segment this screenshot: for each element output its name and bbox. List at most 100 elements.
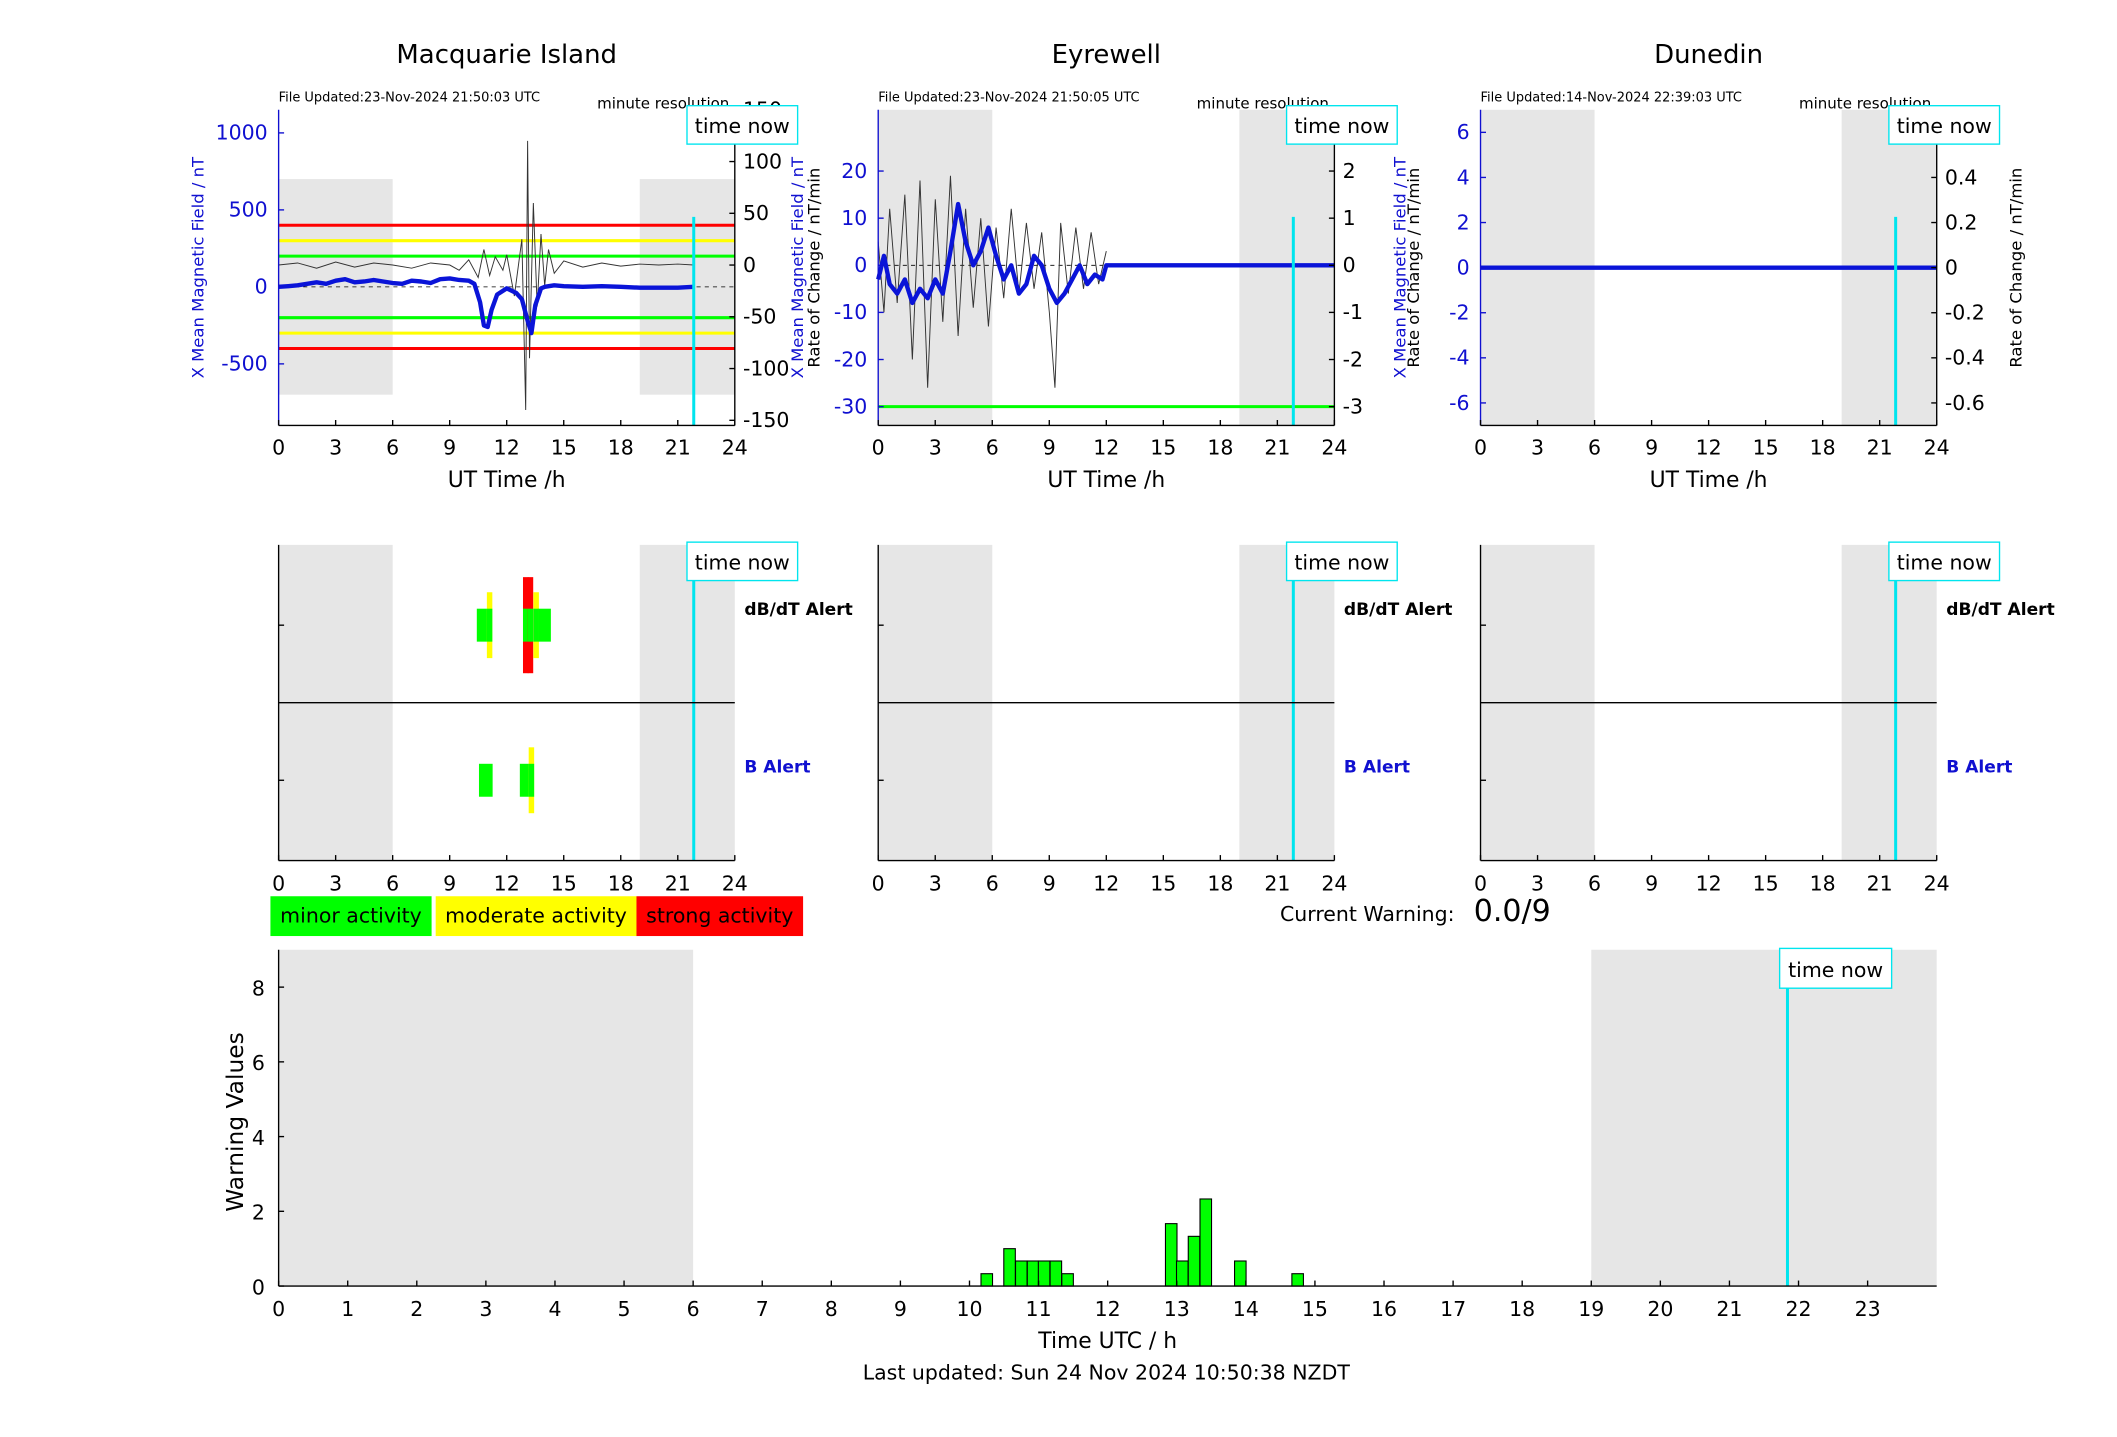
- alert-x-tick-label: 24: [722, 872, 748, 896]
- file-updated-label: File Updated:14-Nov-2024 22:39:03 UTC: [1481, 91, 1742, 106]
- warning-x-tick-label: 2: [410, 1297, 423, 1321]
- warning-x-tick-label: 15: [1302, 1297, 1328, 1321]
- x-tick-label: 0: [272, 435, 285, 459]
- y2-tick-label: -100: [743, 356, 789, 380]
- alert-x-tick-label: 3: [929, 872, 942, 896]
- warning-bar: [1199, 1198, 1213, 1287]
- y2-tick-label: -3: [1343, 394, 1363, 418]
- warning-x-tick-label: 9: [894, 1297, 907, 1321]
- y-tick-label: -20: [834, 347, 867, 371]
- x-axis-label: UT Time /h: [1650, 468, 1768, 493]
- y-axis-label: X Mean Magnetic Field / nT: [189, 156, 208, 378]
- y-tick-label: 20: [841, 159, 867, 183]
- alert-x-tick-label: 9: [1645, 872, 1658, 896]
- alert-x-tick-label: 12: [1696, 872, 1722, 896]
- y2-axis-label: Rate of Change / nT/min: [1404, 168, 1423, 368]
- warning-x-tick-label: 6: [687, 1297, 700, 1321]
- warning-x-tick-label: 12: [1095, 1297, 1121, 1321]
- warning-bar: [1049, 1260, 1063, 1287]
- dbdt-alert-core: [533, 608, 539, 642]
- time-now-box: [1285, 104, 1398, 145]
- warning-x-tick-label: 21: [1716, 1297, 1742, 1321]
- x-tick-label: 15: [551, 435, 577, 459]
- time-now-text: time now: [1294, 114, 1389, 138]
- x-tick-label: 0: [872, 435, 885, 459]
- y-tick-label: -10: [834, 300, 867, 324]
- alert-x-tick-label: 18: [1207, 872, 1233, 896]
- dbdt-alert-core: [522, 608, 529, 642]
- warning-x-axis-label: Time UTC / h: [1037, 1329, 1177, 1354]
- warning-x-tick-label: 10: [956, 1297, 982, 1321]
- x-tick-label: 15: [1150, 435, 1176, 459]
- alert-x-tick-label: 12: [494, 872, 520, 896]
- dbdt-alert-label: dB/dT Alert: [1344, 600, 1452, 620]
- file-updated-label: File Updated:23-Nov-2024 21:50:03 UTC: [279, 91, 540, 106]
- x-tick-label: 9: [1043, 435, 1056, 459]
- alert-time-now-box: [686, 541, 799, 582]
- panel-title: Macquarie Island: [396, 40, 617, 70]
- warning-night-shade: [1591, 949, 1937, 1287]
- panel-title: Eyrewell: [1052, 40, 1161, 70]
- b-alert-core: [528, 763, 535, 797]
- warning-bar: [1233, 1260, 1247, 1287]
- warning-x-tick-label: 18: [1509, 1297, 1535, 1321]
- night-shade: [878, 109, 993, 426]
- alert-x-tick-label: 6: [986, 872, 999, 896]
- b-alert-label: B Alert: [744, 758, 810, 778]
- y2-tick-label: 0: [743, 253, 756, 277]
- alert-x-tick-label: 24: [1321, 872, 1347, 896]
- y2-tick-label: -2: [1343, 347, 1363, 371]
- warning-x-tick-label: 7: [756, 1297, 769, 1321]
- warning-x-tick-label: 8: [825, 1297, 838, 1321]
- warning-bar: [1164, 1223, 1178, 1287]
- b-alert-label: B Alert: [1946, 758, 2012, 778]
- rate-of-change-series: [278, 140, 694, 410]
- warning-y-axis-label: Warning Values: [222, 1032, 249, 1212]
- x-tick-label: 9: [1645, 435, 1658, 459]
- x-tick-label: 18: [1810, 435, 1836, 459]
- magnetic-field-series: [876, 201, 1335, 306]
- alert-x-tick-label: 18: [608, 872, 634, 896]
- time-now-text: time now: [1897, 114, 1992, 138]
- y-tick-label: -500: [221, 352, 267, 376]
- warning-bar: [980, 1273, 994, 1287]
- x-tick-label: 6: [386, 435, 399, 459]
- y2-tick-label: 0: [1343, 253, 1356, 277]
- panel-title: Dunedin: [1654, 40, 1763, 70]
- warning-x-tick-label: 19: [1578, 1297, 1604, 1321]
- time-now-box: [1888, 104, 2001, 145]
- y-tick-label: -2: [1449, 301, 1469, 325]
- y2-tick-label: 2: [1343, 159, 1356, 183]
- alert-x-tick-label: 0: [1474, 872, 1487, 896]
- warning-x-tick-label: 5: [618, 1297, 631, 1321]
- warning-night-shade: [278, 949, 694, 1287]
- warning-bar: [1037, 1260, 1051, 1287]
- alert-x-tick-label: 3: [329, 872, 342, 896]
- x-axis-label: UT Time /h: [1047, 468, 1165, 493]
- x-tick-label: 3: [929, 435, 942, 459]
- y2-axis-label: Rate of Change / nT/min: [805, 168, 824, 368]
- alert-x-tick-label: 21: [1867, 872, 1893, 896]
- magnetic-field-series: [278, 276, 694, 336]
- warning-x-tick-label: 16: [1371, 1297, 1397, 1321]
- y2-tick-label: 0.4: [1945, 165, 1978, 189]
- dbdt-alert-core: [486, 608, 493, 642]
- warning-bar: [1187, 1235, 1201, 1287]
- legend-strong: strong activity: [646, 903, 794, 928]
- legend-minor: minor activity: [280, 903, 422, 928]
- warning-x-tick-label: 17: [1440, 1297, 1466, 1321]
- warning-bar: [1175, 1260, 1189, 1287]
- y-tick-label: 500: [229, 198, 268, 222]
- x-tick-label: 24: [1924, 435, 1950, 459]
- y-tick-label: -6: [1449, 391, 1469, 415]
- y2-tick-label: -50: [743, 305, 776, 329]
- alert-time-now-box: [1888, 541, 2001, 582]
- legend-swatch: [270, 896, 432, 937]
- alert-x-tick-label: 24: [1924, 872, 1950, 896]
- x-tick-label: 12: [494, 435, 520, 459]
- time-now-text: time now: [695, 114, 790, 138]
- x-tick-label: 18: [608, 435, 634, 459]
- alert-x-tick-label: 15: [1150, 872, 1176, 896]
